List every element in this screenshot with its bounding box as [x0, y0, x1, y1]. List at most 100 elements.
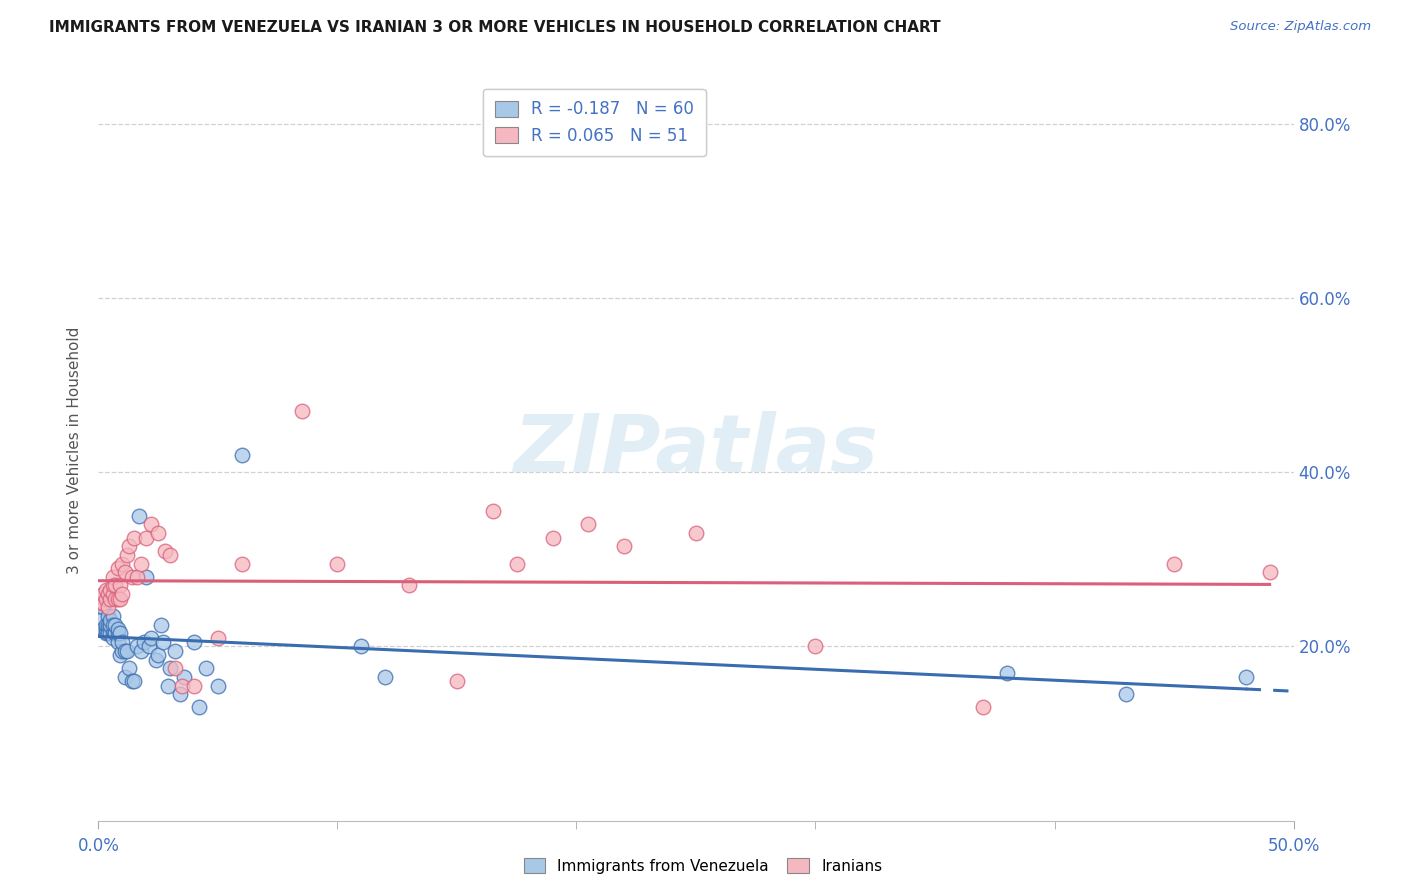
Point — [183, 635, 205, 649]
Point — [111, 644, 134, 658]
Point — [108, 591, 131, 606]
Point — [94, 617, 117, 632]
Point — [183, 679, 205, 693]
Text: IMMIGRANTS FROM VENEZUELA VS IRANIAN 3 OR MORE VEHICLES IN HOUSEHOLD CORRELATION: IMMIGRANTS FROM VENEZUELA VS IRANIAN 3 O… — [49, 20, 941, 35]
Point — [207, 631, 229, 645]
Point — [231, 448, 253, 462]
Point — [94, 591, 117, 606]
Point — [138, 640, 160, 654]
Point — [685, 526, 707, 541]
Point — [326, 557, 349, 571]
Point — [145, 652, 167, 666]
Point — [1163, 557, 1185, 571]
Point — [972, 700, 994, 714]
Point — [149, 617, 172, 632]
Point — [139, 631, 162, 645]
Point — [148, 526, 170, 541]
Point — [114, 566, 136, 580]
Point — [98, 582, 122, 597]
Point — [101, 626, 124, 640]
Point — [91, 600, 114, 615]
Point — [114, 644, 136, 658]
Point — [187, 700, 209, 714]
Point — [94, 626, 117, 640]
Point — [115, 644, 138, 658]
Point — [578, 517, 600, 532]
Point — [91, 587, 114, 601]
Point — [125, 570, 148, 584]
Point — [135, 570, 157, 584]
Point — [231, 557, 253, 571]
Point — [163, 661, 186, 675]
Point — [446, 674, 468, 689]
Point — [114, 670, 136, 684]
Point — [128, 508, 150, 523]
Point — [101, 578, 124, 592]
Point — [97, 600, 120, 615]
Point — [132, 635, 155, 649]
Point — [125, 640, 148, 654]
Point — [159, 548, 181, 562]
Point — [169, 687, 191, 701]
Point — [163, 644, 186, 658]
Point — [107, 626, 129, 640]
Point — [108, 648, 131, 662]
Point — [1258, 566, 1281, 580]
Point — [98, 591, 122, 606]
Point — [131, 557, 153, 571]
Point — [108, 626, 131, 640]
Point — [108, 578, 131, 592]
Point — [101, 617, 124, 632]
Point — [91, 622, 114, 636]
Point — [97, 617, 120, 632]
Point — [98, 626, 122, 640]
Point — [195, 661, 218, 675]
Point — [94, 582, 117, 597]
Point — [107, 622, 129, 636]
Point — [104, 591, 127, 606]
Point — [97, 587, 120, 601]
Point — [121, 570, 143, 584]
Point — [91, 596, 114, 610]
Legend: Immigrants from Venezuela, Iranians: Immigrants from Venezuela, Iranians — [517, 852, 889, 880]
Point — [172, 679, 194, 693]
Point — [121, 674, 143, 689]
Text: ZIPatlas: ZIPatlas — [513, 411, 879, 490]
Point — [131, 644, 153, 658]
Point — [101, 570, 124, 584]
Point — [97, 626, 120, 640]
Point — [118, 539, 141, 553]
Point — [90, 613, 112, 627]
Point — [374, 670, 396, 684]
Point — [104, 626, 127, 640]
Point — [135, 531, 157, 545]
Point — [101, 609, 124, 624]
Point — [115, 548, 138, 562]
Point — [152, 635, 174, 649]
Point — [98, 617, 122, 632]
Point — [107, 561, 129, 575]
Point — [148, 648, 170, 662]
Point — [90, 596, 112, 610]
Legend: R = -0.187   N = 60, R = 0.065   N = 51: R = -0.187 N = 60, R = 0.065 N = 51 — [482, 88, 706, 156]
Point — [506, 557, 529, 571]
Y-axis label: 3 or more Vehicles in Household: 3 or more Vehicles in Household — [67, 326, 83, 574]
Point — [173, 670, 195, 684]
Point — [101, 631, 124, 645]
Point — [97, 622, 120, 636]
Point — [98, 617, 122, 632]
Point — [104, 626, 127, 640]
Point — [139, 517, 162, 532]
Point — [98, 613, 122, 627]
Point — [481, 504, 505, 518]
Point — [1234, 670, 1257, 684]
Point — [207, 679, 229, 693]
Point — [1115, 687, 1137, 701]
Point — [159, 661, 181, 675]
Point — [124, 674, 146, 689]
Point — [97, 609, 120, 624]
Point — [107, 635, 129, 649]
Point — [541, 531, 564, 545]
Point — [124, 531, 146, 545]
Point — [350, 640, 373, 654]
